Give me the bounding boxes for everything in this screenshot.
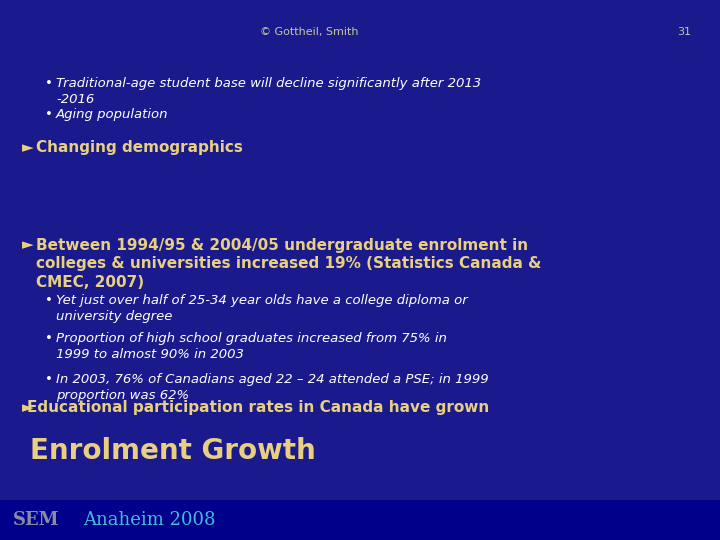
Text: •: • [45,294,53,307]
Text: ►: ► [22,400,33,415]
Text: ►: ► [22,238,33,253]
Text: SEM: SEM [13,511,60,529]
Text: Between 1994/95 & 2004/05 undergraduate enrolment in
colleges & universities inc: Between 1994/95 & 2004/05 undergraduate … [36,238,541,290]
Text: 31: 31 [678,28,691,37]
Text: ►: ► [22,140,33,156]
Text: •: • [45,77,53,90]
Text: © Gottheil, Smith: © Gottheil, Smith [261,28,359,37]
Text: Anaheim 2008: Anaheim 2008 [83,511,215,529]
Text: •: • [45,332,53,345]
Text: Traditional-age student base will decline significantly after 2013
-2016: Traditional-age student base will declin… [56,77,481,106]
Text: Educational participation rates in Canada have grown: Educational participation rates in Canad… [27,400,490,415]
Text: •: • [45,373,53,386]
Text: Yet just over half of 25-34 year olds have a college diploma or
university degre: Yet just over half of 25-34 year olds ha… [56,294,468,323]
Text: Aging population: Aging population [56,108,168,121]
Text: Enrolment Growth: Enrolment Growth [30,437,316,465]
Text: Proportion of high school graduates increased from 75% in
1999 to almost 90% in : Proportion of high school graduates incr… [56,332,447,361]
Bar [0,500,720,540]
Text: •: • [45,108,53,121]
Text: In 2003, 76% of Canadians aged 22 – 24 attended a PSE; in 1999
proportion was 62: In 2003, 76% of Canadians aged 22 – 24 a… [56,373,489,402]
Text: Changing demographics: Changing demographics [36,140,243,156]
